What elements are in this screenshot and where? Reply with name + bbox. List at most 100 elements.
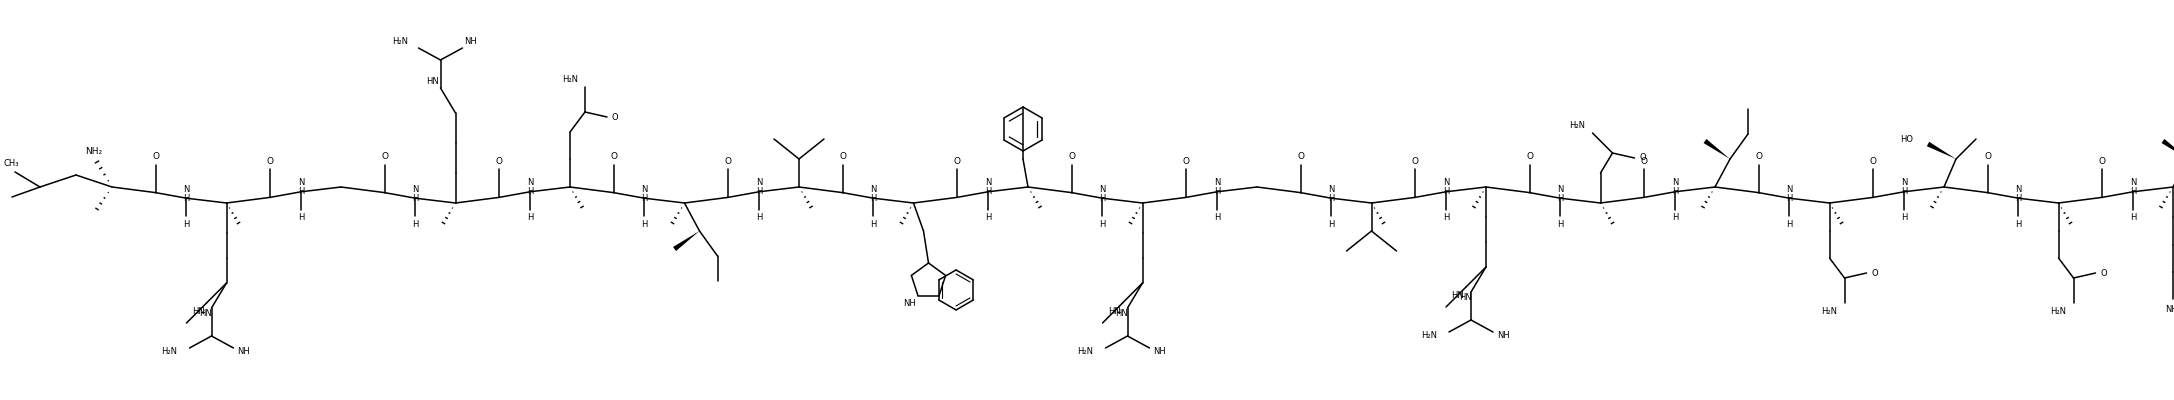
Text: O: O — [1639, 154, 1646, 162]
Text: O: O — [1872, 268, 1878, 278]
Text: H: H — [1900, 187, 1907, 196]
Text: O: O — [1411, 157, 1417, 166]
Text: HN: HN — [426, 78, 439, 86]
Text: H: H — [1787, 220, 1794, 229]
Text: N: N — [298, 178, 304, 187]
Text: H₂N: H₂N — [563, 74, 578, 84]
Text: O: O — [1067, 152, 1074, 161]
Text: N: N — [183, 185, 189, 194]
Text: N: N — [1328, 185, 1335, 194]
Text: HN: HN — [1452, 290, 1465, 300]
Text: HO: HO — [1900, 134, 1913, 144]
Text: H: H — [2131, 213, 2137, 222]
Polygon shape — [2161, 139, 2174, 159]
Text: H: H — [1900, 213, 1907, 222]
Text: O: O — [1754, 152, 1761, 161]
Text: H: H — [641, 194, 648, 203]
Text: H₂N: H₂N — [1570, 120, 1585, 130]
Text: H: H — [1557, 220, 1563, 229]
Text: O: O — [496, 157, 502, 166]
Text: HN: HN — [191, 306, 204, 316]
Text: O: O — [839, 152, 846, 161]
Text: O: O — [2100, 268, 2107, 278]
Text: H: H — [413, 194, 420, 203]
Text: H: H — [1787, 194, 1794, 203]
Text: H: H — [1213, 213, 1220, 222]
Text: H: H — [2015, 194, 2022, 203]
Text: N: N — [1557, 185, 1563, 194]
Text: H: H — [2015, 220, 2022, 229]
Text: H: H — [1444, 187, 1450, 196]
Text: O: O — [1298, 152, 1304, 161]
Text: NH: NH — [1152, 346, 1165, 356]
Text: N: N — [526, 178, 533, 187]
Text: NH: NH — [1496, 330, 1509, 340]
Text: O: O — [611, 112, 617, 122]
Text: N: N — [1787, 185, 1794, 194]
Text: N: N — [413, 185, 420, 194]
Text: H: H — [183, 194, 189, 203]
Text: N: N — [641, 185, 648, 194]
Text: N: N — [1100, 185, 1107, 194]
Text: N: N — [2131, 178, 2137, 187]
Text: H: H — [413, 220, 420, 229]
Polygon shape — [1926, 142, 1957, 159]
Text: NH: NH — [463, 38, 476, 46]
Text: H₂N: H₂N — [1078, 346, 1094, 356]
Polygon shape — [674, 231, 700, 251]
Text: H: H — [1557, 194, 1563, 203]
Text: H: H — [298, 213, 304, 222]
Text: H: H — [985, 213, 991, 222]
Text: N: N — [757, 178, 763, 187]
Text: O: O — [380, 152, 387, 161]
Text: HN: HN — [200, 310, 211, 318]
Text: N: N — [1213, 178, 1220, 187]
Text: O: O — [267, 157, 274, 166]
Text: H: H — [1328, 194, 1335, 203]
Text: H₂N: H₂N — [1422, 330, 1437, 340]
Text: H: H — [526, 187, 533, 196]
Text: H₂N: H₂N — [393, 38, 409, 46]
Text: O: O — [2098, 157, 2104, 166]
Text: H₂N: H₂N — [2050, 306, 2067, 316]
Text: H: H — [298, 187, 304, 196]
Text: NH: NH — [237, 346, 250, 356]
Text: N: N — [1672, 178, 1678, 187]
Text: H: H — [1672, 187, 1678, 196]
Text: H: H — [1100, 194, 1107, 203]
Text: O: O — [611, 152, 617, 161]
Text: O: O — [1641, 157, 1648, 166]
Text: O: O — [1985, 152, 1991, 161]
Text: N: N — [870, 185, 876, 194]
Text: H: H — [985, 187, 991, 196]
Text: NH₂: NH₂ — [2165, 304, 2174, 314]
Text: H: H — [526, 213, 533, 222]
Text: H: H — [183, 220, 189, 229]
Text: NH: NH — [904, 299, 915, 308]
Text: H: H — [1100, 220, 1107, 229]
Text: O: O — [152, 152, 159, 161]
Text: N: N — [2015, 185, 2022, 194]
Text: O: O — [724, 157, 730, 166]
Text: HN: HN — [1459, 294, 1472, 302]
Text: H₂N: H₂N — [1822, 306, 1837, 316]
Text: HN: HN — [1115, 310, 1128, 318]
Text: H: H — [1672, 213, 1678, 222]
Text: O: O — [1526, 152, 1533, 161]
Text: H: H — [870, 220, 876, 229]
Text: H₂N: H₂N — [161, 346, 178, 356]
Text: H: H — [1213, 187, 1220, 196]
Text: H: H — [757, 187, 763, 196]
Text: NH₂: NH₂ — [85, 148, 102, 156]
Text: H: H — [1328, 220, 1335, 229]
Text: N: N — [1900, 178, 1907, 187]
Text: N: N — [1444, 178, 1450, 187]
Text: H: H — [2131, 187, 2137, 196]
Text: CH₃: CH₃ — [2, 160, 20, 168]
Text: O: O — [1870, 157, 1876, 166]
Text: H: H — [1444, 213, 1450, 222]
Text: H: H — [757, 213, 763, 222]
Text: HN: HN — [1109, 306, 1122, 316]
Text: O: O — [1183, 157, 1189, 166]
Text: H: H — [641, 220, 648, 229]
